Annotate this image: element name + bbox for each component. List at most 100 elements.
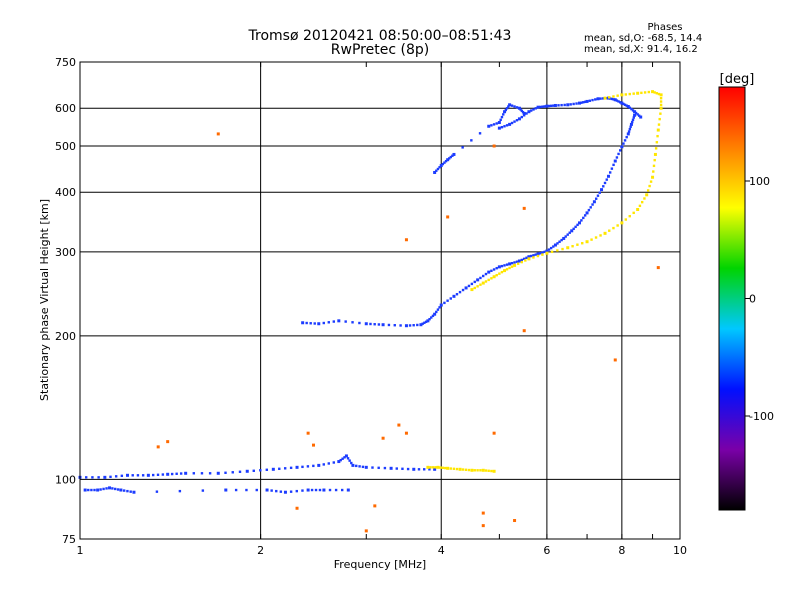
data-point bbox=[458, 467, 462, 471]
data-point bbox=[504, 108, 508, 112]
data-point bbox=[341, 488, 344, 492]
data-point bbox=[479, 469, 482, 472]
data-point bbox=[556, 242, 559, 245]
data-point bbox=[476, 278, 480, 282]
data-point bbox=[490, 277, 493, 280]
data-point bbox=[301, 465, 304, 469]
data-point bbox=[439, 466, 442, 469]
data-point bbox=[377, 323, 381, 326]
data-point bbox=[616, 94, 619, 97]
data-point bbox=[449, 467, 452, 470]
data-point bbox=[545, 249, 549, 253]
data-point bbox=[619, 101, 622, 104]
data-point bbox=[306, 465, 310, 468]
data-point bbox=[560, 103, 563, 107]
data-point bbox=[638, 204, 642, 208]
data-point bbox=[628, 214, 631, 218]
colorbar-tick-label: 100 bbox=[749, 175, 770, 188]
data-point bbox=[610, 97, 614, 101]
data-point bbox=[369, 322, 372, 326]
data-point bbox=[484, 272, 488, 276]
data-point bbox=[355, 464, 358, 468]
data-point bbox=[438, 306, 441, 309]
data-point bbox=[500, 126, 504, 129]
data-point bbox=[630, 107, 633, 111]
data-point bbox=[507, 105, 510, 108]
data-point bbox=[603, 181, 607, 185]
data-point bbox=[503, 110, 507, 114]
data-point bbox=[433, 467, 437, 471]
data-point bbox=[612, 226, 615, 230]
x-tick-label: 6 bbox=[543, 544, 550, 557]
y-tick-label: 300 bbox=[55, 246, 76, 259]
data-point bbox=[580, 101, 583, 104]
data-point bbox=[497, 265, 501, 269]
data-point bbox=[645, 193, 649, 197]
data-point bbox=[446, 299, 449, 302]
phases-legend: Phases mean, sd,O: -68.5, 14.4 mean, sd,… bbox=[584, 22, 746, 55]
data-point bbox=[346, 488, 350, 492]
data-point bbox=[627, 130, 631, 133]
data-point bbox=[652, 164, 656, 168]
data-point bbox=[90, 488, 93, 492]
data-point bbox=[245, 469, 249, 473]
series-e-layer-x bbox=[426, 465, 496, 473]
data-point bbox=[492, 144, 496, 148]
data-point bbox=[473, 286, 476, 290]
data-point bbox=[114, 487, 117, 491]
data-point bbox=[585, 99, 589, 103]
data-point bbox=[639, 115, 643, 119]
y-tick-label: 75 bbox=[62, 533, 76, 546]
data-point bbox=[431, 466, 435, 469]
data-point bbox=[582, 216, 585, 220]
data-point bbox=[470, 282, 474, 286]
data-point bbox=[547, 104, 551, 108]
data-point bbox=[576, 223, 579, 227]
data-point bbox=[328, 488, 332, 492]
data-point bbox=[131, 474, 134, 477]
data-point bbox=[510, 104, 514, 107]
data-point bbox=[571, 245, 574, 248]
data-point bbox=[467, 468, 471, 472]
data-point bbox=[216, 132, 220, 136]
data-point bbox=[617, 100, 620, 103]
data-point bbox=[430, 316, 433, 319]
data-point bbox=[327, 462, 330, 465]
data-point bbox=[295, 506, 299, 510]
data-point bbox=[334, 488, 338, 492]
data-point bbox=[389, 466, 393, 470]
data-point bbox=[566, 233, 569, 236]
data-point bbox=[585, 211, 589, 215]
data-point bbox=[517, 259, 521, 263]
data-point bbox=[520, 260, 523, 264]
data-point bbox=[499, 118, 502, 122]
series-f2-o-upper bbox=[497, 96, 643, 130]
data-point bbox=[412, 324, 415, 327]
data-point bbox=[114, 475, 118, 478]
data-point bbox=[234, 488, 238, 492]
data-point bbox=[615, 156, 619, 159]
data-point bbox=[166, 440, 170, 444]
series-f2-o-low-branch bbox=[433, 103, 526, 174]
data-point bbox=[622, 142, 625, 145]
data-point bbox=[156, 473, 160, 476]
data-point bbox=[119, 488, 123, 492]
data-point bbox=[616, 224, 619, 227]
data-point bbox=[371, 466, 374, 469]
data-point bbox=[461, 468, 465, 471]
phases-o-stats: mean, sd,O: -68.5, 14.4 bbox=[584, 33, 703, 44]
data-point bbox=[659, 96, 663, 100]
data-point bbox=[498, 272, 501, 275]
data-point bbox=[361, 465, 365, 469]
data-point bbox=[516, 262, 520, 265]
data-point bbox=[625, 104, 628, 107]
data-point bbox=[108, 486, 112, 490]
data-point bbox=[517, 106, 521, 110]
data-point bbox=[490, 124, 493, 127]
data-point bbox=[129, 490, 132, 493]
data-point bbox=[283, 490, 287, 494]
data-point bbox=[231, 471, 234, 474]
data-point bbox=[617, 152, 620, 156]
data-point bbox=[476, 285, 479, 288]
data-point bbox=[317, 463, 321, 467]
